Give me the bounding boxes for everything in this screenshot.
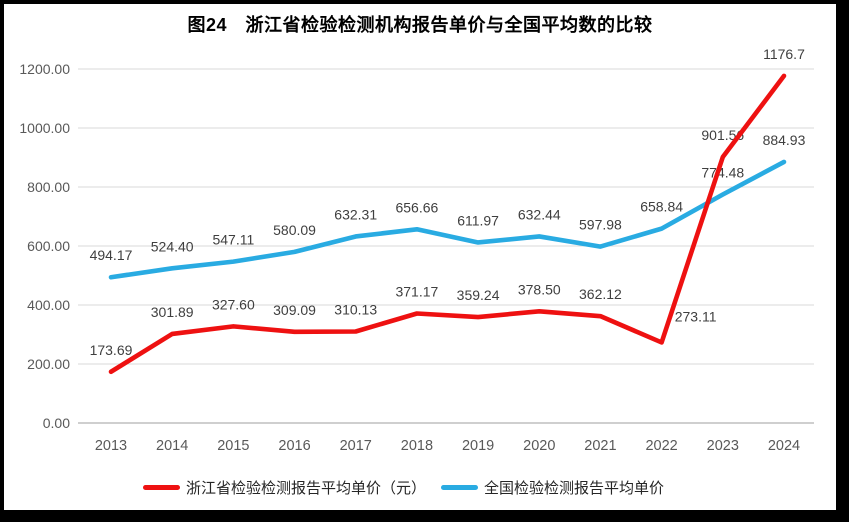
- y-axis-tick-label: 800.00: [27, 179, 70, 195]
- x-axis-tick-label: 2021: [584, 438, 616, 454]
- y-axis-tick-label: 400.00: [27, 297, 70, 313]
- legend-item-national: 全国检验检测报告平均单价: [441, 477, 664, 498]
- x-axis-tick-label: 2014: [156, 438, 188, 454]
- x-axis-tick-label: 2016: [278, 438, 310, 454]
- chart-legend: 浙江省检验检测报告平均单价（元） 全国检验检测报告平均单价: [143, 477, 664, 498]
- data-label: 524.40: [151, 238, 194, 254]
- x-axis-tick-label: 2023: [707, 438, 739, 454]
- data-label: 310.13: [334, 302, 377, 318]
- data-label: 611.97: [457, 212, 499, 228]
- data-label: 774.48: [701, 165, 744, 181]
- data-label: 309.09: [273, 302, 316, 318]
- data-label: 273.11: [675, 308, 717, 324]
- data-label: 632.31: [334, 206, 377, 222]
- y-axis-tick-label: 0.00: [43, 415, 70, 431]
- data-label: 371.17: [395, 284, 438, 300]
- data-label: 301.89: [151, 304, 194, 320]
- series-line-national: [108, 159, 787, 280]
- y-axis-tick-label: 600.00: [27, 238, 70, 254]
- legend-item-zhejiang: 浙江省检验检测报告平均单价（元）: [143, 477, 426, 498]
- x-axis-tick-label: 2015: [217, 438, 249, 454]
- data-label: 1176.7: [763, 46, 805, 62]
- x-axis-tick-label: 2013: [95, 438, 127, 454]
- y-axis-tick-label: 200.00: [27, 356, 70, 372]
- legend-label-zhejiang: 浙江省检验检测报告平均单价（元）: [186, 480, 427, 497]
- data-label: 173.69: [90, 342, 133, 358]
- x-axis-tick-label: 2022: [645, 438, 677, 454]
- data-label: 359.24: [457, 287, 500, 303]
- data-label: 656.66: [395, 199, 438, 215]
- chart-title: 图24 浙江省检验检测机构报告单价与全国平均数的比较: [187, 15, 653, 35]
- x-axis-tick-label: 2019: [462, 438, 494, 454]
- x-axis-tick-label: 2024: [768, 438, 800, 454]
- legend-line-swatch-blue: [441, 485, 479, 490]
- x-axis-tick-label: 2018: [401, 438, 433, 454]
- x-axis-tick-label: 2020: [523, 438, 555, 454]
- x-axis-tick-label: 2017: [340, 438, 372, 454]
- legend-label-national: 全国检验检测报告平均单价: [484, 480, 665, 497]
- frame-border-top: [0, 0, 849, 4]
- data-label: 378.50: [518, 281, 561, 297]
- frame-border-right: [836, 0, 849, 522]
- data-label: 580.09: [273, 222, 316, 238]
- data-label: 547.11: [212, 232, 254, 248]
- y-axis-tick-label: 1000.00: [19, 120, 70, 136]
- legend-line-swatch-red: [143, 485, 180, 490]
- data-label: 884.93: [763, 132, 806, 148]
- y-axis-tick-label: 1200.00: [19, 61, 70, 77]
- frame-border-bottom: [0, 510, 849, 522]
- data-label: 494.17: [90, 247, 133, 263]
- data-label: 597.98: [579, 217, 622, 233]
- frame-border-left: [0, 0, 4, 522]
- data-label: 632.44: [518, 206, 561, 222]
- data-label: 362.12: [579, 286, 622, 302]
- series-line-zhejiang: [108, 73, 787, 375]
- data-label: 327.60: [212, 296, 255, 312]
- data-label: 658.84: [640, 199, 683, 215]
